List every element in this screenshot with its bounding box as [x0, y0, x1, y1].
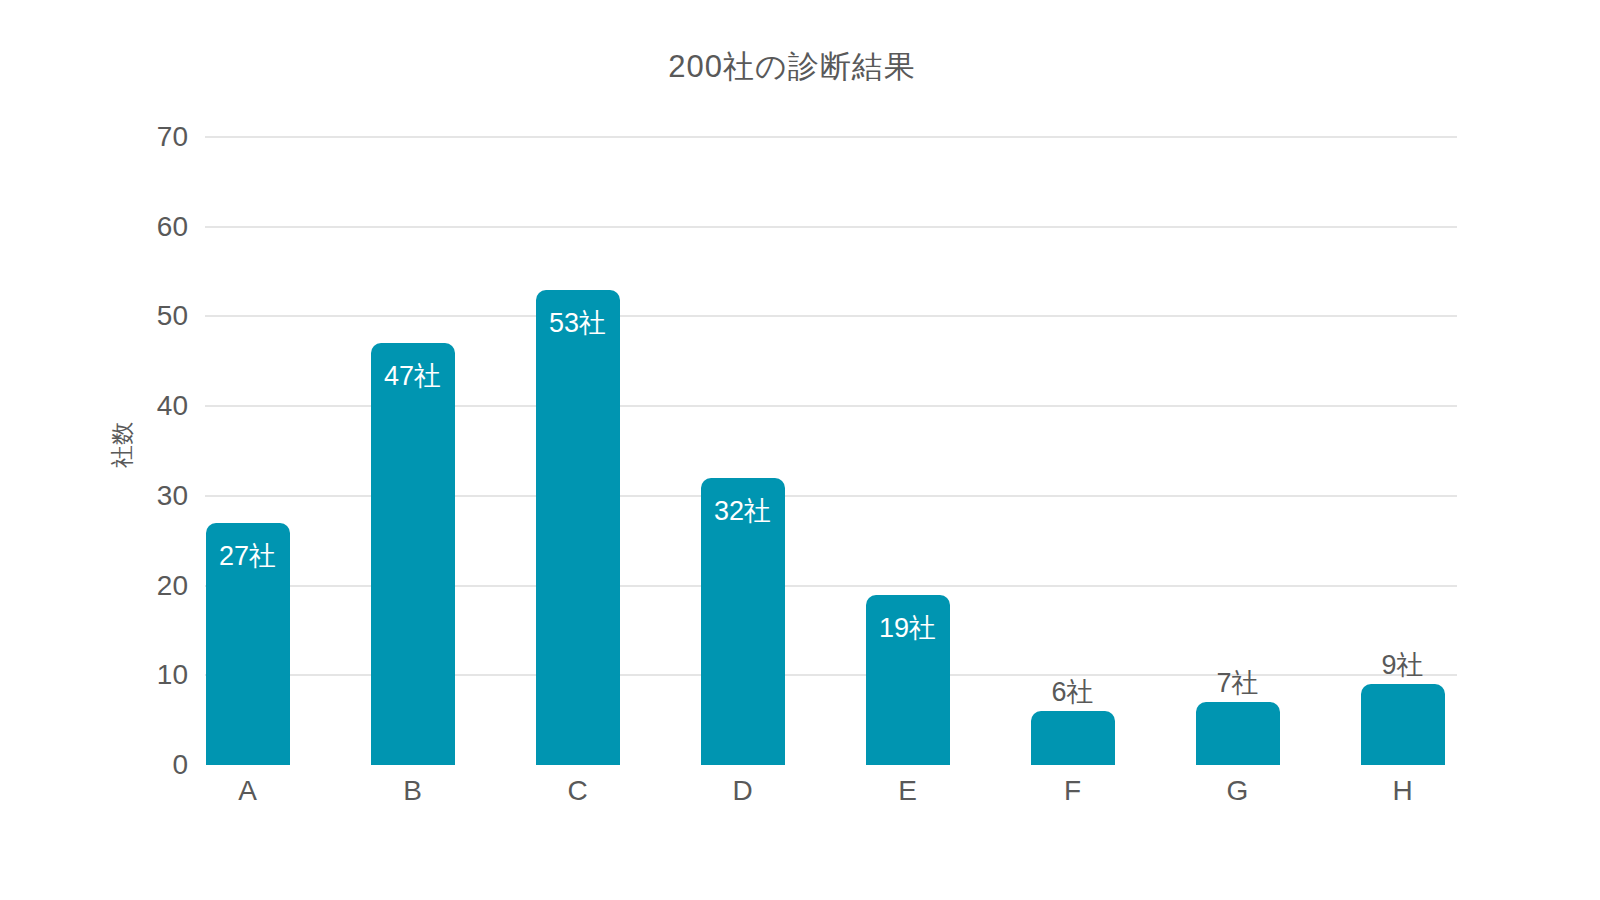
bar-B [371, 343, 455, 765]
y-tick-label-50: 50 [78, 300, 188, 332]
y-tick-label-30: 30 [78, 480, 188, 512]
y-tick-label-70: 70 [78, 121, 188, 153]
bar-value-label-A: 27社 [168, 539, 328, 573]
bar-G [1196, 702, 1280, 765]
gridline-y60 [205, 226, 1457, 228]
bar-F [1031, 711, 1115, 765]
x-tick-label-G: G [1158, 774, 1318, 808]
y-tick-label-40: 40 [78, 390, 188, 422]
bar-value-label-C: 53社 [498, 306, 658, 340]
x-tick-label-B: B [333, 774, 493, 808]
y-tick-label-60: 60 [78, 211, 188, 243]
bar-value-label-B: 47社 [333, 359, 493, 393]
bar-H [1361, 684, 1445, 765]
bar-value-label-G: 7社 [1158, 666, 1318, 700]
x-tick-label-C: C [498, 774, 658, 808]
bar-C [536, 290, 620, 765]
gridline-y50 [205, 315, 1457, 317]
gridline-y70 [205, 136, 1457, 138]
bar-chart: 200社の診断結果 社数 01020304050607027社A47社B53社C… [0, 0, 1600, 900]
x-tick-label-F: F [993, 774, 1153, 808]
bar-value-label-F: 6社 [993, 675, 1153, 709]
y-tick-label-20: 20 [78, 570, 188, 602]
bar-value-label-H: 9社 [1323, 648, 1483, 682]
bar-value-label-D: 32社 [663, 494, 823, 528]
x-tick-label-H: H [1323, 774, 1483, 808]
x-tick-label-A: A [168, 774, 328, 808]
x-tick-label-E: E [828, 774, 988, 808]
chart-title: 200社の診断結果 [0, 46, 1584, 88]
bar-value-label-E: 19社 [828, 611, 988, 645]
x-tick-label-D: D [663, 774, 823, 808]
y-tick-label-10: 10 [78, 659, 188, 691]
